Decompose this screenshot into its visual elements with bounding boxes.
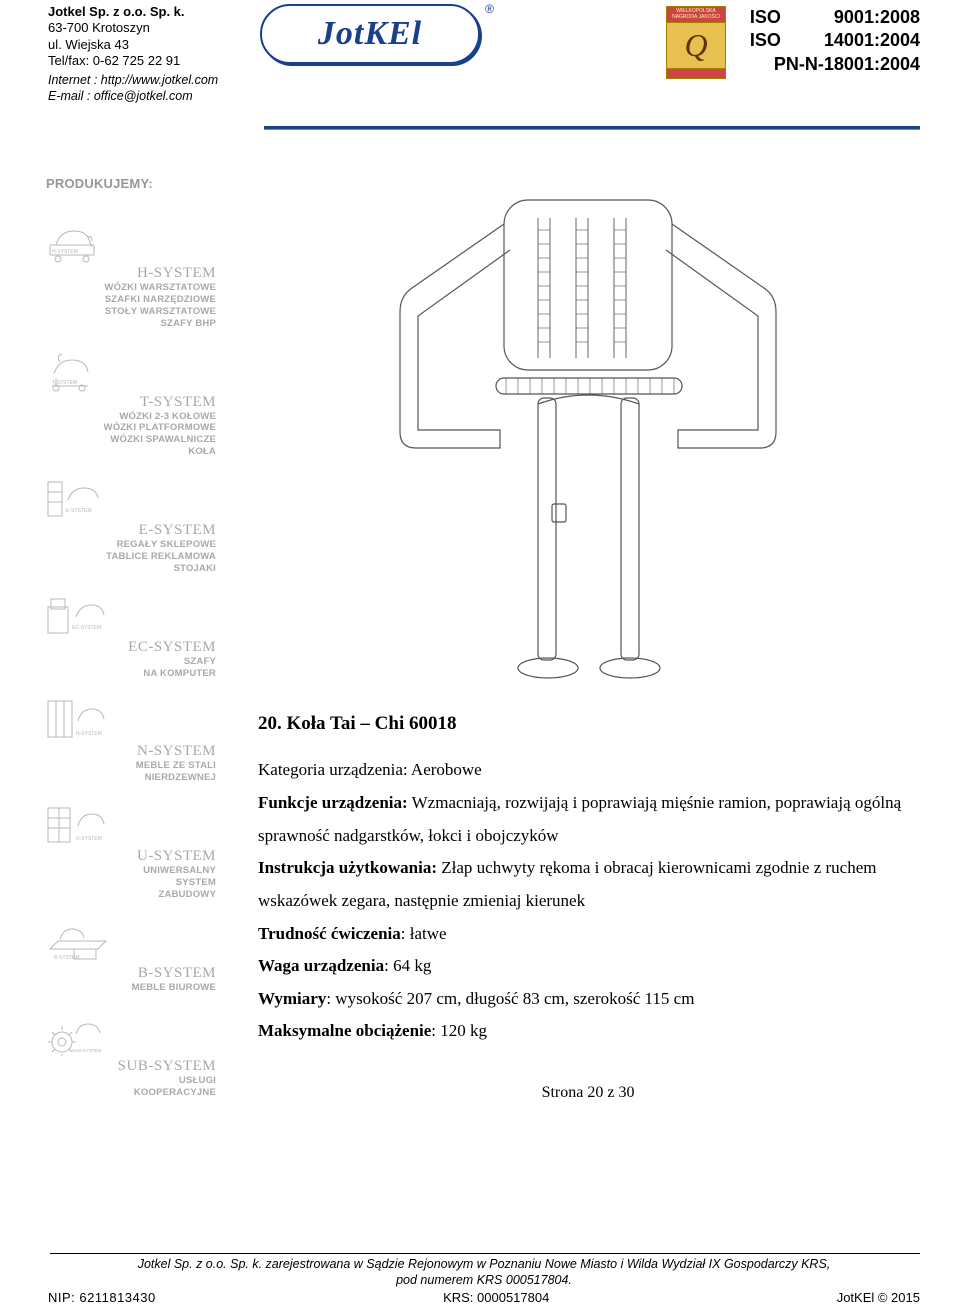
system-title: T-SYSTEM: [46, 394, 216, 411]
company-address: Jotkel Sp. z o.o. Sp. k. 63-700 Krotoszy…: [48, 4, 258, 142]
product-description: 20. Koła Tai – Chi 60018 Kategoria urząd…: [258, 706, 918, 1048]
company-email: E-mail : office@jotkel.com: [48, 89, 258, 105]
product-instruction: Instrukcja użytkowania: Złap uchwyty ręk…: [258, 852, 918, 917]
system-icon: T-SYSTEM: [46, 348, 114, 392]
system-lines: REGAŁY SKLEPOWETABLICE REKLAMOWASTOJAKI: [46, 539, 216, 575]
quality-badge-label: WIELKOPOLSKA NAGRODA JAKOŚCI: [666, 6, 726, 23]
system-icon: E-SYSTEM: [46, 476, 114, 520]
system-lines: MEBLE BIUROWE: [46, 982, 216, 994]
footer-nip: NIP: 6211813430: [48, 1290, 156, 1305]
system-block: T-SYSTEMT-SYSTEMWÓZKI 2-3 KOŁOWEWÓZKI PL…: [46, 348, 216, 459]
system-lines: USŁUGIKOOPERACYJNE: [46, 1075, 216, 1099]
system-title: SUB-SYSTEM: [46, 1058, 216, 1075]
product-dimensions: Wymiary: wysokość 207 cm, długość 83 cm,…: [258, 983, 918, 1016]
quality-badge-q: Q: [666, 23, 726, 69]
system-lines: MEBLE ZE STALINIERDZEWNEJ: [46, 760, 216, 784]
product-category: Kategoria urządzenia: Aerobowe: [258, 754, 918, 787]
system-title: EC-SYSTEM: [46, 639, 216, 656]
quality-badge-icon: WIELKOPOLSKA NAGRODA JAKOŚCI Q: [666, 6, 726, 82]
system-block: B-SYSTEMB-SYSTEMMEBLE BIUROWE: [46, 919, 216, 994]
footer-registration: Jotkel Sp. z o.o. Sp. k. zarejestrowana …: [48, 1256, 920, 1289]
page-header: Jotkel Sp. z o.o. Sp. k. 63-700 Krotoszy…: [0, 0, 960, 142]
svg-text:B-SYSTEM: B-SYSTEM: [54, 955, 80, 961]
logo-frame: JotKEl: [260, 4, 480, 64]
iso-certifications: ISO9001:2008 ISO14001:2004 PN-N-18001:20…: [750, 6, 920, 76]
main-content: 20. Koła Tai – Chi 60018 Kategoria urząd…: [258, 168, 918, 1102]
company-internet: Internet : http://www.jotkel.com: [48, 73, 258, 89]
system-title: B-SYSTEM: [46, 965, 216, 982]
system-icon: U-SYSTEM: [46, 802, 114, 846]
system-icon: B-SYSTEM: [46, 919, 114, 963]
page-footer: Jotkel Sp. z o.o. Sp. k. zarejestrowana …: [0, 1253, 960, 1306]
company-postal: 63-700 Krotoszyn: [48, 20, 258, 36]
product-systems-sidebar: PRODUKUJEMY: H-SYSTEMH-SYSTEMWÓZKI WARSZ…: [46, 176, 216, 1116]
product-title: 20. Koła Tai – Chi 60018: [258, 706, 918, 742]
svg-text:N-SYSTEM: N-SYSTEM: [76, 731, 102, 737]
footer-divider: [50, 1253, 920, 1254]
page-number: Strona 20 z 30: [258, 1084, 918, 1102]
logo-text: JotKEl: [318, 15, 422, 53]
system-block: SUB-SYSTEMSUB-SYSTEMUSŁUGIKOOPERACYJNE: [46, 1012, 216, 1099]
svg-text:U-SYSTEM: U-SYSTEM: [76, 836, 102, 842]
system-icon: EC-SYSTEM: [46, 593, 114, 637]
system-block: U-SYSTEMU-SYSTEMUNIWERSALNYSYSTEMZABUDOW…: [46, 802, 216, 901]
system-block: H-SYSTEMH-SYSTEMWÓZKI WARSZTATOWESZAFKI …: [46, 219, 216, 330]
footer-ids: NIP: 6211813430 KRS: 0000517804 JotKEl ©…: [48, 1290, 920, 1305]
svg-text:EC-SYSTEM: EC-SYSTEM: [72, 625, 101, 631]
system-title: U-SYSTEM: [46, 848, 216, 865]
system-lines: SZAFYNA KOMPUTER: [46, 656, 216, 680]
system-block: N-SYSTEMN-SYSTEMMEBLE ZE STALINIERDZEWNE…: [46, 697, 216, 784]
system-block: EC-SYSTEMEC-SYSTEMSZAFYNA KOMPUTER: [46, 593, 216, 680]
company-logo: JotKEl ®: [260, 4, 500, 74]
company-street: ul. Wiejska 43: [48, 37, 258, 53]
product-maxload: Maksymalne obciążenie: 120 kg: [258, 1015, 918, 1048]
system-icon: H-SYSTEM: [46, 219, 114, 263]
system-icon: SUB-SYSTEM: [46, 1012, 114, 1056]
system-title: H-SYSTEM: [46, 265, 216, 282]
system-lines: WÓZKI WARSZTATOWESZAFKI NARZĘDZIOWESTOŁY…: [46, 282, 216, 330]
product-drawing: [378, 168, 798, 688]
svg-text:T-SYSTEM: T-SYSTEM: [52, 380, 77, 386]
svg-text:SUB-SYSTEM: SUB-SYSTEM: [72, 1048, 102, 1053]
sidebar-heading: PRODUKUJEMY:: [46, 176, 216, 191]
svg-text:H-SYSTEM: H-SYSTEM: [52, 249, 78, 255]
system-title: N-SYSTEM: [46, 743, 216, 760]
product-function: Funkcje urządzenia: Wzmacniają, rozwijaj…: [258, 787, 918, 852]
company-telfax: Tel/fax: 0-62 725 22 91: [48, 53, 258, 69]
footer-copyright: JotKEl © 2015: [837, 1290, 920, 1305]
product-difficulty: Trudność ćwiczenia: łatwe: [258, 918, 918, 951]
company-name: Jotkel Sp. z o.o. Sp. k.: [48, 4, 258, 20]
system-icon: N-SYSTEM: [46, 697, 114, 741]
product-weight: Waga urządzenia: 64 kg: [258, 950, 918, 983]
system-title: E-SYSTEM: [46, 522, 216, 539]
registered-mark-icon: ®: [485, 2, 494, 16]
system-lines: UNIWERSALNYSYSTEMZABUDOWY: [46, 865, 216, 901]
header-divider: [264, 126, 920, 130]
system-lines: WÓZKI 2-3 KOŁOWEWÓZKI PLATFORMOWEWÓZKI S…: [46, 411, 216, 459]
svg-text:E-SYSTEM: E-SYSTEM: [66, 508, 92, 514]
footer-krs: KRS: 0000517804: [443, 1290, 549, 1305]
system-block: E-SYSTEME-SYSTEMREGAŁY SKLEPOWETABLICE R…: [46, 476, 216, 575]
